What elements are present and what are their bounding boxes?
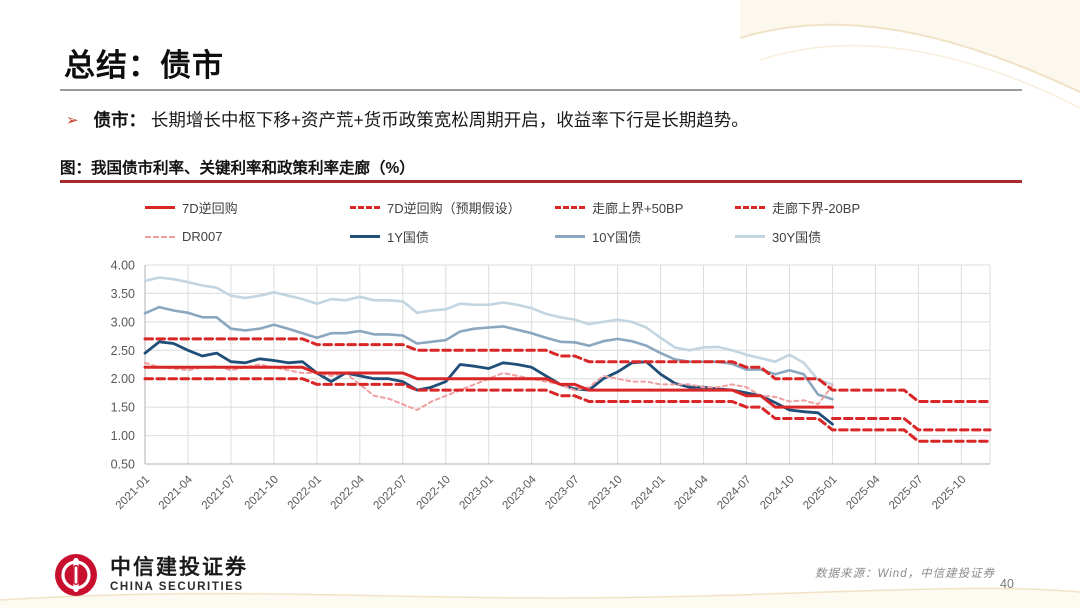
x-axis-label: 2025-04 [844, 473, 883, 512]
company-name-cn: 中信建投证券 [110, 556, 248, 579]
legend-swatch-omo7d_exp [350, 206, 380, 209]
legend-swatch-corridor_lower [735, 206, 765, 209]
bullet-label: 债市： [93, 110, 146, 130]
citic-logo-icon [55, 554, 97, 596]
series-line-corridor_upper [143, 337, 992, 403]
y-axis-label: 2.50 [111, 344, 135, 358]
data-source-note: 数据来源：Wind，中信建投证券 [815, 568, 996, 580]
legend-item-cgb10y: 10Y国债 [555, 227, 735, 246]
legend-label-corridor_upper: 走廊上界+50BP [592, 201, 684, 216]
bullet-arrow-icon: ➢ [66, 112, 79, 129]
legend-item-corridor_upper: 走廊上界+50BP [555, 198, 735, 217]
legend-item-dr007: DR007 [145, 227, 350, 246]
legend-label-cgb1y: 1Y国债 [387, 230, 429, 245]
legend-item-omo7d_exp: 7D逆回购（预期假设） [350, 198, 555, 217]
y-axis-label: 2.00 [111, 372, 135, 386]
x-axis-label: 2024-04 [672, 473, 711, 512]
company-logo-text: 中信建投证券 CHINA SECURITIES [110, 556, 248, 594]
x-axis-label: 2021-01 [114, 474, 152, 512]
legend-label-corridor_lower: 走廊下界-20BP [772, 201, 861, 216]
x-axis-label: 2021-10 [243, 474, 281, 512]
x-axis-label: 2024-10 [758, 474, 796, 512]
x-axis-label: 2024-07 [715, 474, 753, 512]
legend-label-omo7d: 7D逆回购 [182, 201, 238, 216]
legend-label-cgb10y: 10Y国债 [592, 230, 642, 245]
series-line-corridor_lower [143, 377, 992, 443]
x-axis-label: 2021-04 [157, 473, 196, 512]
legend-label-cgb30y: 30Y国债 [772, 230, 822, 245]
bullet-row: ➢ 债市： 长期增长中枢下移+资产荒+货币政策宽松周期开启，收益率下行是长期趋势… [66, 108, 1026, 133]
chart-area: 4.00 3.50 3.00 2.50 2.00 1.50 1.00 0.50 2021-01 2… [85, 252, 1035, 562]
y-axis-label: 1.00 [111, 429, 135, 443]
x-axis-label: 2023-01 [458, 474, 496, 512]
y-axis-label: 3.50 [111, 287, 135, 301]
legend-swatch-cgb10y [555, 235, 585, 238]
x-axis-label: 2025-07 [887, 474, 925, 512]
x-axis-label: 2023-07 [543, 474, 581, 512]
legend-swatch-omo7d [145, 206, 175, 209]
series-line-omo7d_exp [831, 417, 992, 432]
legend-label-dr007: DR007 [182, 229, 223, 244]
y-axis-label: 0.50 [111, 458, 135, 472]
company-logo: 中信建投证券 CHINA SECURITIES [52, 551, 248, 599]
legend-item-omo7d: 7D逆回购 [145, 198, 350, 217]
legend-label-omo7d_exp: 7D逆回购（预期假设） [387, 201, 521, 216]
title-divider [60, 89, 1022, 91]
legend-item-cgb1y: 1Y国债 [350, 227, 555, 246]
x-axis-label: 2022-01 [286, 474, 324, 512]
x-axis-label: 2021-07 [200, 474, 238, 512]
x-axis-label: 2022-10 [415, 474, 453, 512]
legend-item-cgb30y: 30Y国债 [735, 227, 1025, 246]
x-axis-label: 2024-01 [629, 474, 667, 512]
chart-legend: 7D逆回购 7D逆回购（预期假设） 走廊上界+50BP 走廊下界-20BP DR007 1… [145, 198, 1025, 246]
x-axis-label: 2022-07 [372, 474, 410, 512]
y-axis-label: 3.00 [111, 315, 135, 329]
x-axis-label: 2025-01 [801, 474, 839, 512]
x-axis-label: 2022-04 [329, 473, 368, 512]
y-axis-label: 1.50 [111, 401, 135, 415]
bullet-text: 长期增长中枢下移+资产荒+货币政策宽松周期开启，收益率下行是长期趋势。 [150, 110, 749, 130]
company-name-en: CHINA SECURITIES [110, 581, 244, 593]
legend-swatch-corridor_upper [555, 206, 585, 209]
x-axis-label: 2023-10 [586, 474, 624, 512]
series-line-omo7d [143, 365, 834, 409]
figure-title: 图：我国债市利率、关键利率和政策利率走廊（%） [60, 160, 415, 177]
x-axis-label: 2023-04 [500, 473, 539, 512]
legend-swatch-cgb1y [350, 235, 380, 238]
legend-swatch-dr007 [145, 235, 175, 238]
legend-item-corridor_lower: 走廊下界-20BP [735, 198, 1025, 217]
x-axis-label: 2025-10 [930, 474, 968, 512]
series-line-cgb30y [143, 276, 834, 386]
legend-swatch-cgb30y [735, 235, 765, 238]
figure-title-rule [60, 180, 1022, 183]
page-number: 40 [1000, 577, 1014, 591]
page-title: 总结：债市 [64, 48, 224, 83]
y-axis-label: 4.00 [111, 259, 135, 273]
